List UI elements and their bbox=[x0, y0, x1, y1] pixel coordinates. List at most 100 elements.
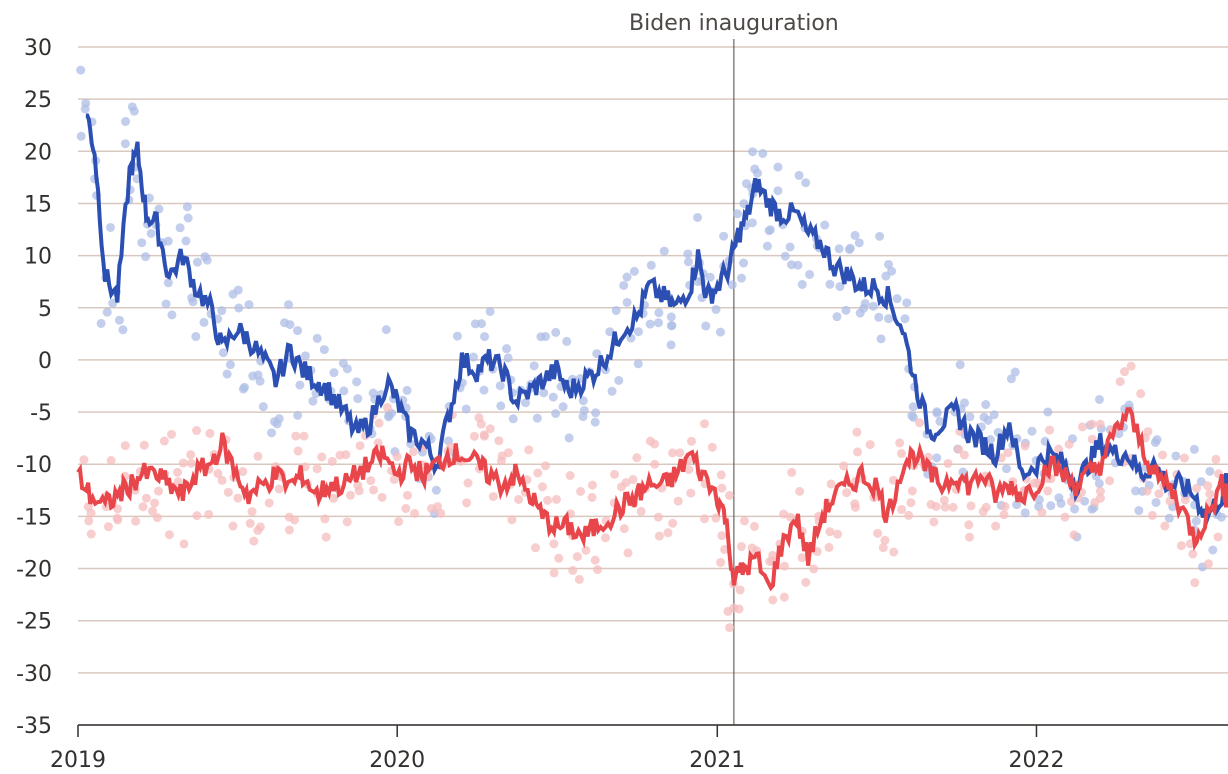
poll-dot bbox=[178, 458, 188, 468]
poll-dot bbox=[1180, 495, 1190, 505]
poll-dot bbox=[1020, 508, 1030, 518]
poll-dot bbox=[329, 368, 339, 378]
poll-dot bbox=[878, 543, 888, 553]
poll-dot bbox=[720, 544, 730, 554]
poll-dot bbox=[739, 516, 749, 526]
poll-dot bbox=[659, 246, 669, 256]
poll-dot bbox=[381, 325, 391, 335]
poll-dot bbox=[120, 441, 130, 451]
y-tick-label: 30 bbox=[24, 36, 52, 61]
poll-dot bbox=[572, 552, 582, 562]
poll-dot bbox=[537, 482, 547, 492]
poll-dot bbox=[842, 488, 852, 498]
poll-dot bbox=[284, 512, 294, 522]
poll-dot bbox=[622, 272, 632, 282]
poll-dot bbox=[274, 484, 284, 494]
poll-dot bbox=[705, 272, 715, 282]
poll-dot bbox=[758, 149, 768, 159]
poll-dot bbox=[701, 321, 711, 331]
poll-dot bbox=[1131, 486, 1141, 496]
poll-dot bbox=[668, 518, 678, 528]
poll-dot bbox=[539, 388, 549, 398]
poll-dot bbox=[845, 243, 855, 253]
poll-dot bbox=[943, 458, 953, 468]
poll-dot bbox=[568, 566, 578, 576]
poll-dot bbox=[619, 280, 629, 290]
poll-dot bbox=[907, 486, 917, 496]
poll-dot bbox=[549, 539, 559, 549]
poll-dot bbox=[719, 231, 729, 241]
poll-dot bbox=[1152, 435, 1162, 445]
poll-dot bbox=[255, 376, 265, 386]
poll-dot bbox=[106, 456, 116, 466]
poll-dot bbox=[628, 475, 638, 485]
poll-dot bbox=[228, 521, 238, 531]
poll-dot bbox=[654, 318, 664, 328]
x-tick-label: 2022 bbox=[1008, 748, 1064, 773]
poll-dot bbox=[339, 386, 349, 396]
poll-dot bbox=[204, 509, 214, 519]
poll-dot bbox=[503, 353, 513, 363]
poll-dot bbox=[981, 502, 991, 512]
poll-dot bbox=[666, 321, 676, 331]
poll-dot bbox=[605, 327, 615, 337]
poll-dot bbox=[1010, 367, 1020, 377]
poll-dot bbox=[889, 547, 899, 557]
poll-dot bbox=[626, 333, 636, 343]
poll-dot bbox=[105, 222, 115, 232]
poll-dot bbox=[686, 488, 696, 498]
poll-dot bbox=[707, 442, 717, 452]
poll-dot bbox=[183, 213, 193, 223]
poll-dot bbox=[611, 305, 621, 315]
poll-dot bbox=[503, 448, 513, 458]
poll-dot bbox=[1191, 516, 1201, 526]
y-tick-label: -10 bbox=[16, 453, 52, 478]
poll-dot bbox=[558, 402, 568, 412]
poll-dot bbox=[650, 459, 660, 469]
poll-dot bbox=[855, 308, 865, 318]
poll-dot bbox=[1000, 501, 1010, 511]
poll-dot bbox=[853, 447, 863, 457]
poll-dot bbox=[1176, 541, 1186, 551]
poll-dot bbox=[1054, 493, 1064, 503]
poll-dot bbox=[725, 623, 735, 633]
poll-dot bbox=[699, 514, 709, 524]
poll-dot bbox=[300, 351, 310, 361]
poll-dot bbox=[693, 212, 703, 222]
poll-dot bbox=[724, 490, 734, 500]
poll-dot bbox=[653, 512, 663, 522]
poll-dot bbox=[850, 499, 860, 509]
poll-dot bbox=[137, 238, 147, 248]
poll-dot bbox=[747, 218, 757, 228]
poll-dot bbox=[346, 490, 356, 500]
poll-dot bbox=[991, 521, 1001, 531]
poll-dot bbox=[1046, 501, 1056, 511]
y-tick-label: 20 bbox=[24, 140, 52, 165]
poll-dot bbox=[222, 369, 232, 379]
poll-dot bbox=[683, 249, 693, 259]
poll-dot bbox=[175, 223, 185, 233]
poll-dot bbox=[897, 505, 907, 515]
poll-dot bbox=[551, 494, 561, 504]
poll-dot bbox=[779, 592, 789, 602]
trend-line bbox=[76, 407, 1228, 592]
poll-dot bbox=[479, 385, 489, 395]
poll-dot bbox=[614, 375, 624, 385]
x-tick-label: 2021 bbox=[689, 748, 745, 773]
poll-dot bbox=[779, 561, 789, 571]
poll-dot bbox=[96, 318, 106, 328]
poll-dot bbox=[113, 504, 123, 514]
poll-dot bbox=[1064, 439, 1074, 449]
poll-dot bbox=[581, 545, 591, 555]
poll-dot bbox=[1143, 427, 1153, 437]
poll-dot bbox=[118, 325, 128, 335]
poll-dot bbox=[129, 106, 139, 116]
poll-dot bbox=[915, 418, 925, 428]
poll-dot bbox=[238, 384, 248, 394]
poll-dot bbox=[1043, 407, 1053, 417]
poll-dot bbox=[1095, 486, 1105, 496]
poll-dot bbox=[904, 510, 914, 520]
poll-dot bbox=[293, 326, 303, 336]
poll-dot bbox=[932, 453, 942, 463]
